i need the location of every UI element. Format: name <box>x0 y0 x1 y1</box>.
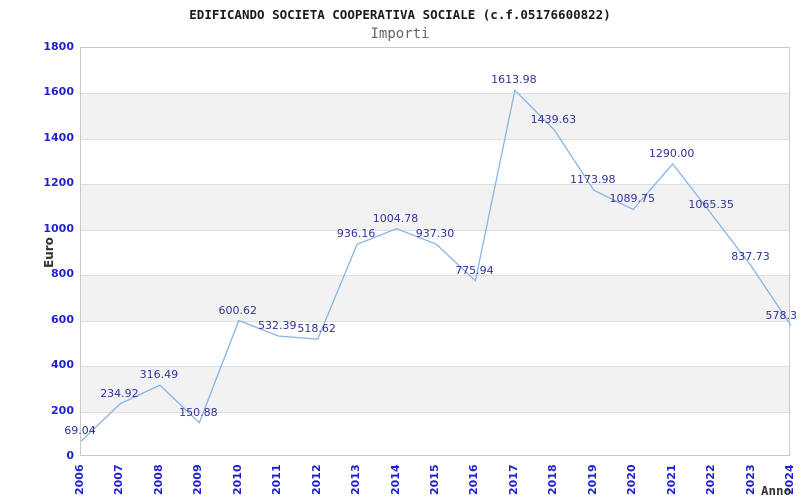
x-tick-label: 2021 <box>664 464 678 495</box>
point-label: 234.92 <box>100 386 139 400</box>
chart-title: EDIFICANDO SOCIETA COOPERATIVA SOCIALE (… <box>189 7 611 22</box>
x-tick-label: 2017 <box>506 464 520 495</box>
y-tick-label: 1400 <box>43 130 74 144</box>
grid-line <box>81 366 789 368</box>
x-tick-label: 2020 <box>625 464 639 495</box>
y-tick-label: 200 <box>51 403 74 417</box>
x-axis-title: Anno <box>761 483 792 498</box>
grid-line <box>81 229 789 231</box>
x-tick-label: 2018 <box>546 464 560 495</box>
x-tick-label: 2013 <box>349 464 363 495</box>
series-polyline <box>81 88 791 442</box>
point-label: 316.49 <box>139 368 179 382</box>
point-label: 69.04 <box>64 424 96 438</box>
grid-band <box>81 184 789 230</box>
grid-band <box>81 93 789 139</box>
grid-band <box>81 366 789 412</box>
y-tick-label: 1000 <box>43 221 74 235</box>
x-tick-label: 2023 <box>743 464 757 495</box>
x-tick-label: 2014 <box>388 464 402 495</box>
grid-line <box>81 184 789 186</box>
point-label: 518.62 <box>297 322 336 336</box>
grid-band <box>81 275 789 321</box>
point-label: 1065.35 <box>688 197 734 211</box>
y-tick-label: 1600 <box>43 85 74 99</box>
x-tick-label: 2010 <box>230 464 244 495</box>
chart-subtitle: Importi <box>370 26 430 42</box>
point-label: 600.62 <box>218 303 258 317</box>
x-tick-label: 2011 <box>270 464 284 495</box>
point-label: 1439.63 <box>530 112 577 126</box>
x-tick-label: 2022 <box>704 464 718 495</box>
line-series <box>81 88 791 442</box>
grid-line <box>81 275 789 277</box>
point-label: 775.94 <box>455 263 494 277</box>
point-label: 837.73 <box>731 249 770 263</box>
y-tick-label: 0 <box>66 449 74 462</box>
y-axis-title: Euro <box>42 236 56 268</box>
y-tick-label: 400 <box>51 358 74 372</box>
x-tick-label: 2009 <box>191 464 205 495</box>
point-label: 937.30 <box>415 227 455 241</box>
x-tick-label: 2008 <box>151 464 165 495</box>
y-tick-label: 1800 <box>43 40 74 53</box>
point-label: 1089.75 <box>609 192 655 206</box>
x-tick-label: 2007 <box>112 464 126 495</box>
x-tick-label: 2019 <box>585 464 599 495</box>
grid-line <box>81 138 789 140</box>
point-label: 532.39 <box>257 319 297 333</box>
point-label: 1613.98 <box>491 73 537 87</box>
point-label: 578.3 <box>765 308 798 322</box>
x-tick-label: 2015 <box>428 464 441 495</box>
point-label: 1173.98 <box>570 173 616 187</box>
point-label: 936.16 <box>336 227 376 241</box>
grid-line <box>81 320 789 322</box>
point-label: 150.88 <box>179 405 218 419</box>
y-tick-label: 600 <box>51 312 74 326</box>
y-tick-label: 1200 <box>43 176 74 190</box>
x-tick-label: 2006 <box>73 464 86 495</box>
point-label: 1290.00 <box>648 146 695 160</box>
plot-area <box>80 47 791 456</box>
grid-line <box>81 411 789 413</box>
x-tick-label: 2012 <box>309 464 323 495</box>
x-tick-label: 2016 <box>467 464 481 495</box>
y-tick-label: 800 <box>51 267 74 281</box>
grid-line <box>81 93 789 95</box>
point-label: 1004.78 <box>372 211 419 225</box>
